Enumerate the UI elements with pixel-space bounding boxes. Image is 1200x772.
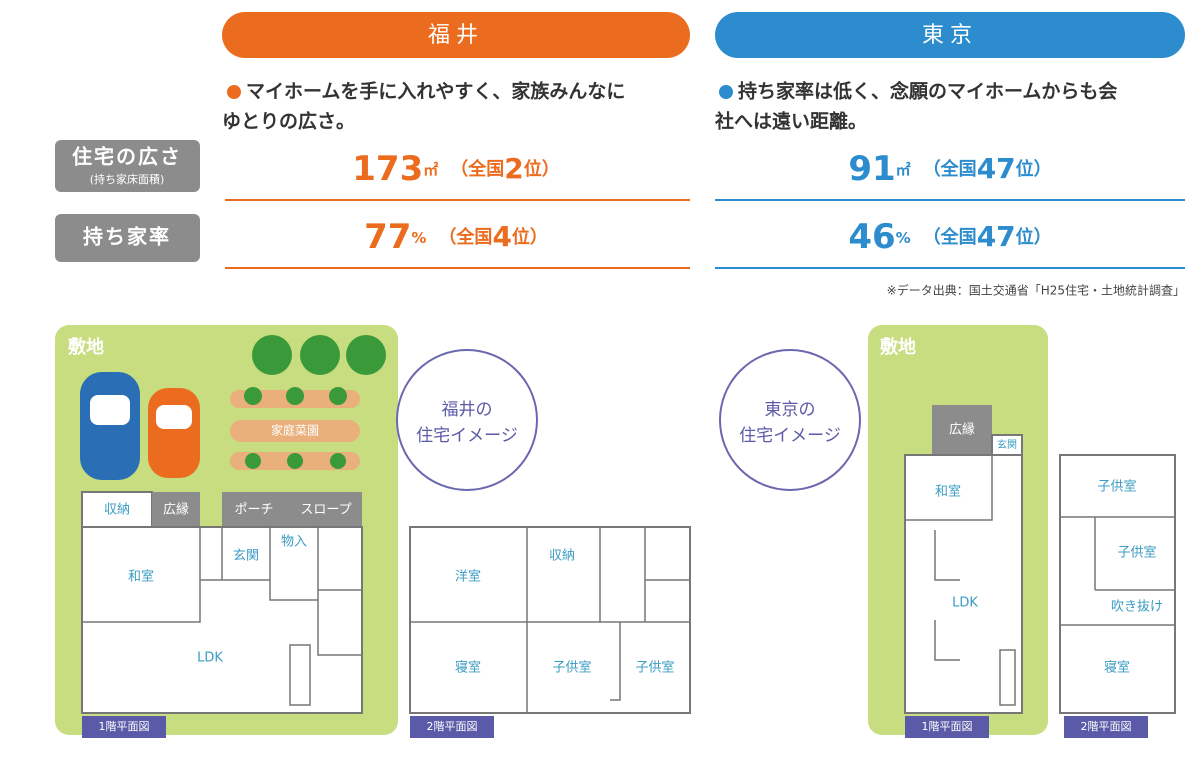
site-label: 敷地 bbox=[68, 336, 104, 358]
room-label: 広縁 bbox=[163, 502, 189, 518]
stat-unit: % bbox=[896, 229, 911, 247]
room-label: 子供室 bbox=[1097, 479, 1136, 495]
rank-value: 47 bbox=[977, 220, 1016, 253]
bullet bbox=[719, 85, 733, 99]
row-sublabel: (持ち家床面積) bbox=[90, 172, 165, 186]
stat-value: 46 bbox=[848, 217, 895, 257]
stat-unit: ㎡ bbox=[423, 161, 438, 179]
walls bbox=[905, 455, 1016, 706]
stat-value: 173 bbox=[352, 149, 423, 189]
rank-text: 位） bbox=[1016, 158, 1052, 180]
source: ※データ出典：国土交通省「H25住宅・土地統計調査」 bbox=[887, 283, 1185, 298]
car bbox=[80, 372, 140, 480]
row-label-box bbox=[55, 214, 200, 262]
rank-value: 47 bbox=[977, 152, 1016, 185]
plan-label: 1階平面図 bbox=[922, 719, 973, 733]
fukui-title: 福井 bbox=[428, 23, 484, 48]
room-label: 和室 bbox=[128, 569, 154, 585]
caption: 住宅イメージ bbox=[739, 426, 841, 446]
site-label: 敷地 bbox=[880, 336, 916, 358]
garden-row bbox=[230, 420, 360, 442]
car-window bbox=[156, 405, 192, 429]
floor-plan bbox=[409, 526, 691, 714]
room-label: 収納 bbox=[549, 549, 575, 564]
floor-plan bbox=[1059, 454, 1176, 714]
rank-text: （全国 bbox=[923, 158, 977, 180]
stat-unit: % bbox=[411, 229, 426, 247]
walls bbox=[1060, 516, 1175, 626]
stats: 173㎡ （全国2位）77% （全国4位）91㎡ （全国47位）46% （全国47位） bbox=[352, 149, 1051, 257]
rank-text: （全国 bbox=[923, 226, 977, 248]
caption: 住宅イメージ bbox=[416, 426, 518, 446]
room bbox=[152, 492, 200, 527]
bullet bbox=[227, 85, 241, 99]
room bbox=[81, 491, 153, 528]
plan-label: 2階平面図 bbox=[1081, 719, 1132, 733]
room-label: 寝室 bbox=[455, 660, 481, 676]
plan-label-box bbox=[1064, 716, 1148, 738]
caption-circle bbox=[719, 349, 861, 491]
room-label: 和室 bbox=[935, 484, 961, 500]
rank-text: 位） bbox=[524, 158, 560, 180]
caption: 福井の bbox=[442, 400, 493, 420]
caption-circle bbox=[396, 349, 538, 491]
plan-label: 1階平面図 bbox=[99, 719, 150, 733]
stat: 77% （全国4位） bbox=[364, 217, 548, 257]
description: ゆとりの広さ。 bbox=[222, 110, 355, 133]
description: マイホームを手に入れやすく、家族みんなに bbox=[246, 80, 625, 103]
stat: 46% （全国47位） bbox=[848, 217, 1051, 257]
rank-text: （全国 bbox=[450, 158, 504, 180]
room-label: 子供室 bbox=[635, 660, 674, 676]
garden-label: 家庭菜園 bbox=[271, 423, 319, 438]
plan-label-box bbox=[410, 716, 494, 738]
rank-value: 2 bbox=[504, 152, 523, 185]
stat-value: 91 bbox=[848, 149, 895, 189]
walls bbox=[82, 527, 362, 706]
plants bbox=[244, 387, 347, 469]
rank-text: 位） bbox=[512, 226, 548, 248]
rank-text: 位） bbox=[1016, 226, 1052, 248]
room-label: 寝室 bbox=[1104, 660, 1130, 676]
room-label: 玄関 bbox=[997, 438, 1017, 451]
description: 持ち家率は低く、念願のマイホームからも会 bbox=[738, 80, 1117, 103]
stat: 91㎡ （全国47位） bbox=[848, 149, 1051, 189]
room-label: 収納 bbox=[104, 503, 130, 518]
room bbox=[222, 492, 362, 527]
rank-text: （全国 bbox=[438, 226, 492, 248]
tokyo-title: 東京 bbox=[922, 23, 978, 48]
floor-plan bbox=[904, 454, 1023, 714]
trees bbox=[252, 335, 386, 375]
plan-label: 2階平面図 bbox=[427, 719, 478, 733]
plan-label-box bbox=[82, 716, 166, 738]
row-label-box bbox=[55, 140, 200, 192]
description: 社へは遠い距離。 bbox=[714, 110, 867, 133]
stat: 173㎡ （全国2位） bbox=[352, 149, 559, 189]
room-label: 子供室 bbox=[552, 660, 591, 676]
room-label: 子供室 bbox=[1117, 545, 1156, 561]
room-label: LDK bbox=[197, 651, 223, 666]
car-window bbox=[90, 395, 130, 425]
row-label: 住宅の広さ bbox=[72, 145, 182, 169]
caption: 東京の bbox=[765, 400, 816, 420]
stat-unit: ㎡ bbox=[896, 161, 911, 179]
room-label: 玄関 bbox=[233, 549, 259, 564]
car bbox=[148, 388, 200, 478]
tokyo-header bbox=[715, 12, 1185, 58]
fukui-header bbox=[222, 12, 690, 58]
room-label: スロープ bbox=[300, 503, 351, 518]
rank-value: 4 bbox=[492, 220, 511, 253]
room-label: ポーチ bbox=[234, 503, 273, 518]
room-label: 吹き抜け bbox=[1111, 599, 1163, 615]
plan-label-box bbox=[905, 716, 989, 738]
room-label: LDK bbox=[952, 596, 978, 611]
room-label: 広縁 bbox=[949, 422, 975, 438]
row-label: 持ち家率 bbox=[83, 225, 171, 249]
room-label: 物入 bbox=[281, 535, 307, 550]
room-label: 洋室 bbox=[455, 569, 481, 585]
room bbox=[932, 405, 992, 455]
stat-value: 77 bbox=[364, 217, 411, 257]
walls bbox=[410, 527, 690, 713]
